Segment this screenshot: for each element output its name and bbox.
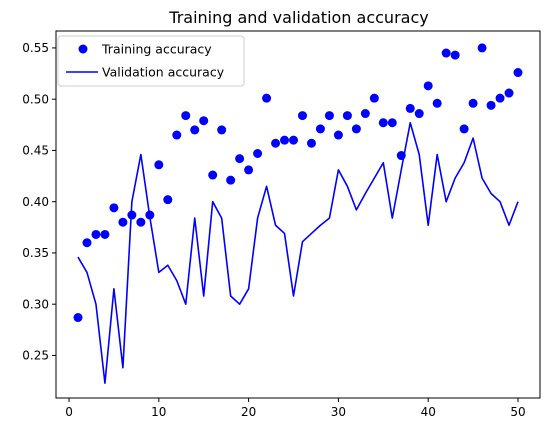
training-accuracy-point xyxy=(414,109,424,119)
chart-title: Training and validation accuracy xyxy=(168,8,428,27)
training-accuracy-point xyxy=(154,160,164,170)
training-accuracy-point xyxy=(118,217,128,227)
training-accuracy-point xyxy=(315,124,325,134)
y-tick-label: 0.35 xyxy=(22,246,49,260)
training-accuracy-point xyxy=(289,135,299,145)
training-accuracy-point xyxy=(136,217,146,227)
training-accuracy-point xyxy=(477,43,487,53)
y-tick-label: 0.40 xyxy=(22,195,49,209)
training-accuracy-point xyxy=(181,111,191,121)
training-accuracy-point xyxy=(208,170,218,180)
x-tick-label: 30 xyxy=(331,405,346,419)
training-accuracy-point xyxy=(486,100,496,110)
training-accuracy-point xyxy=(423,81,433,91)
training-accuracy-point xyxy=(73,313,83,323)
training-accuracy-point xyxy=(468,98,478,108)
training-accuracy-point xyxy=(172,130,182,140)
y-tick-label: 0.30 xyxy=(22,297,49,311)
training-accuracy-point xyxy=(127,210,137,220)
training-accuracy-point xyxy=(217,125,227,135)
training-accuracy-point xyxy=(306,138,316,148)
y-tick-label: 0.45 xyxy=(22,144,49,158)
training-accuracy-point xyxy=(495,93,505,103)
training-accuracy-point xyxy=(324,111,334,121)
training-accuracy-point xyxy=(100,229,110,239)
training-accuracy-point xyxy=(244,165,254,175)
legend-label-validation: Validation accuracy xyxy=(102,65,225,80)
training-accuracy-point xyxy=(396,151,406,161)
training-accuracy-point xyxy=(262,93,272,103)
training-accuracy-point xyxy=(235,154,245,164)
training-accuracy-point xyxy=(432,98,442,108)
x-axis: 0 10 20 30 40 50 xyxy=(65,398,526,419)
legend-label-training: Training accuracy xyxy=(101,42,212,57)
training-accuracy-point xyxy=(450,50,460,60)
training-accuracy-point xyxy=(351,124,361,134)
training-accuracy-point xyxy=(405,103,415,113)
x-tick-label: 20 xyxy=(241,405,256,419)
training-accuracy-point xyxy=(163,195,173,205)
plot-frame xyxy=(55,30,541,399)
training-accuracy-point xyxy=(360,109,370,119)
training-accuracy-point xyxy=(504,88,514,98)
x-tick-label: 10 xyxy=(151,405,166,419)
training-accuracy-point xyxy=(226,175,236,185)
validation-accuracy-line xyxy=(77,121,519,384)
training-accuracy-point xyxy=(459,124,469,134)
plot-area xyxy=(55,30,541,399)
y-tick-label: 0.25 xyxy=(22,349,49,363)
y-tick-label: 0.55 xyxy=(22,41,49,55)
legend: Training accuracy Validation accuracy xyxy=(57,35,245,87)
training-accuracy-point xyxy=(280,135,290,145)
y-tick-label: 0.50 xyxy=(22,92,49,106)
x-tick-label: 50 xyxy=(510,405,525,419)
x-tick-label: 40 xyxy=(421,405,436,419)
legend-marker-training xyxy=(78,44,88,54)
legend-frame xyxy=(57,35,245,87)
training-accuracy-point xyxy=(513,68,523,78)
training-accuracy-point xyxy=(253,149,263,158)
training-accuracy-point xyxy=(109,203,119,213)
training-accuracy-point xyxy=(378,118,388,128)
y-axis: 0.25 0.30 0.35 0.40 0.45 0.50 0.55 xyxy=(22,41,56,363)
training-accuracy-point xyxy=(369,93,379,103)
training-accuracy-point xyxy=(82,238,92,248)
training-accuracy-point xyxy=(91,229,101,239)
training-accuracy-point xyxy=(199,116,209,126)
training-accuracy-point xyxy=(145,210,155,220)
training-accuracy-point xyxy=(297,111,307,121)
training-accuracy-point xyxy=(271,138,281,148)
training-accuracy-point xyxy=(387,118,397,128)
training-accuracy-point xyxy=(441,48,451,58)
training-accuracy-point xyxy=(333,130,343,140)
training-accuracy-point xyxy=(342,111,352,121)
training-accuracy-point xyxy=(190,125,200,135)
x-tick-label: 0 xyxy=(65,405,73,419)
